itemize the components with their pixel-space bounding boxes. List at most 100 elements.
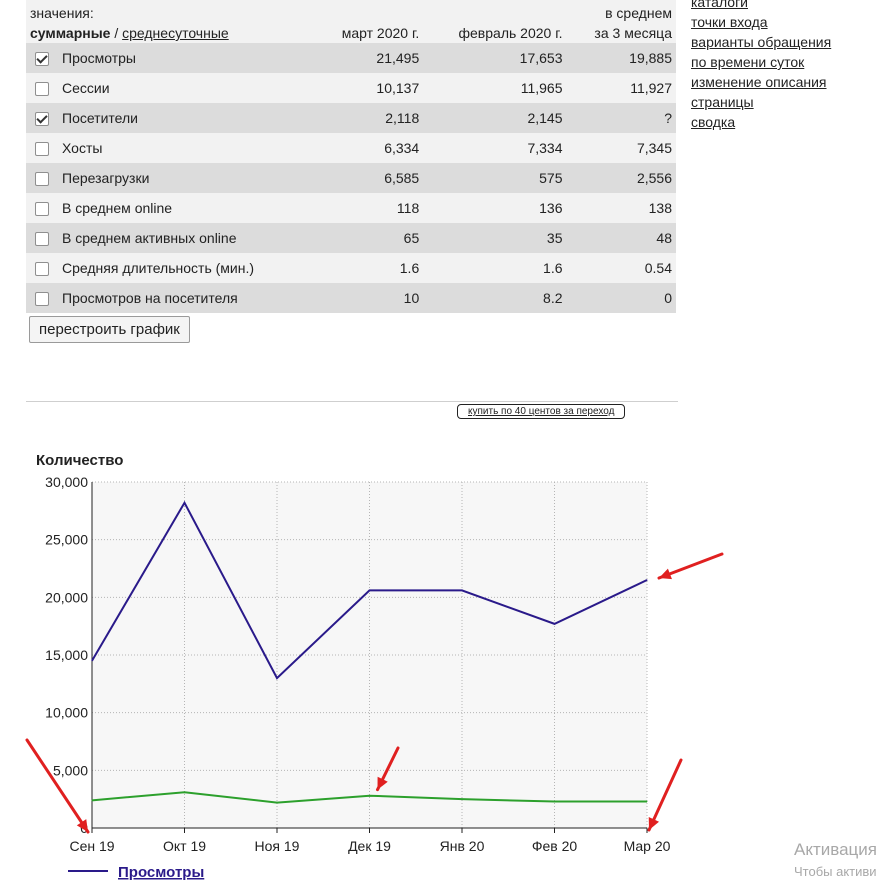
- table-row: Хосты 6,334 7,334 7,345: [26, 133, 676, 163]
- value-february: 7,334: [423, 133, 567, 163]
- arrow-march-axis: [647, 758, 683, 832]
- table-row: Посетители 2,118 2,145?: [26, 103, 676, 133]
- value-average: 2,556: [566, 163, 676, 193]
- side-link-request-variants[interactable]: варианты обращения: [691, 34, 832, 50]
- values-mode-header: значения: суммарные / среднесуточные: [26, 0, 314, 43]
- value-average: 19,885: [566, 43, 676, 73]
- data-point: [276, 677, 278, 679]
- mode-separator: /: [110, 25, 123, 41]
- views-chart: 30,00025,00020,00015,00010,0005,0000Сен …: [25, 452, 724, 881]
- value-february: 35: [423, 223, 567, 253]
- arrow-march-axis-head: [648, 817, 660, 830]
- value-february: 575: [423, 163, 567, 193]
- stats-header-row: значения: суммарные / среднесуточные мар…: [26, 0, 676, 43]
- x-tick-label: Ноя 19: [255, 838, 300, 854]
- value-average: ?: [566, 103, 676, 133]
- side-links: каталоги точки входа варианты обращения …: [691, 0, 831, 132]
- data-point: [369, 589, 370, 591]
- metric-label: В среднем активных online: [58, 223, 314, 253]
- metric-checkbox[interactable]: [35, 232, 49, 247]
- y-tick-label: 15,000: [45, 647, 88, 663]
- side-link-pages[interactable]: страницы: [691, 94, 754, 110]
- metric-label: Средняя длительность (мин.): [58, 253, 314, 283]
- table-row: Перезагрузки 6,585 575 2,556: [26, 163, 676, 193]
- arrow-september-axis-head: [76, 819, 88, 832]
- x-tick-label: Янв 20: [440, 838, 485, 854]
- metric-label: Перезагрузки: [58, 163, 314, 193]
- side-link-entry-points[interactable]: точки входа: [691, 14, 768, 30]
- value-february: 1.6: [423, 253, 567, 283]
- value-march: 2,118: [313, 103, 424, 133]
- data-point: [646, 800, 648, 802]
- chart-title: Количество: [36, 452, 123, 469]
- side-link-summary[interactable]: сводка: [691, 114, 736, 130]
- x-tick-label: Фев 20: [532, 838, 578, 854]
- col-header-average-line2: за 3 месяца: [594, 25, 672, 41]
- y-tick-label: 20,000: [45, 589, 88, 605]
- metric-checkbox[interactable]: [35, 142, 49, 157]
- metric-label: Просмотров на посетителя: [58, 283, 314, 313]
- data-point: [554, 623, 555, 625]
- activation-watermark: Активация Чтобы активи: [794, 840, 877, 879]
- value-march: 65: [313, 223, 424, 253]
- value-february: 8.2: [423, 283, 567, 313]
- value-average: 48: [566, 223, 676, 253]
- value-average: 138: [566, 193, 676, 223]
- data-point: [554, 800, 555, 802]
- value-average: 7,345: [566, 133, 676, 163]
- x-tick-label: Мар 20: [624, 838, 671, 854]
- value-march: 10: [313, 283, 424, 313]
- mode-total: суммарные: [30, 25, 111, 41]
- col-header-february: февраль 2020 г.: [423, 0, 567, 43]
- metric-checkbox[interactable]: [35, 262, 49, 277]
- value-march: 6,334: [313, 133, 424, 163]
- mode-daily-link[interactable]: среднесуточные: [122, 25, 229, 41]
- data-point: [369, 795, 370, 797]
- rebuild-chart-button[interactable]: перестроить график: [29, 316, 190, 343]
- watermark-line2: Чтобы активи: [794, 864, 877, 879]
- arrow-march-views-head: [659, 568, 672, 580]
- value-february: 136: [423, 193, 567, 223]
- data-point: [461, 798, 463, 800]
- data-point: [91, 799, 93, 801]
- col-header-average: в среднем за 3 месяца: [566, 0, 676, 43]
- value-average: 0.54: [566, 253, 676, 283]
- metric-label: Сессии: [58, 73, 314, 103]
- metric-label: Просмотры: [58, 43, 314, 73]
- metric-label: Посетители: [58, 103, 314, 133]
- metric-checkbox[interactable]: [35, 292, 49, 307]
- y-tick-label: 10,000: [45, 705, 88, 721]
- section-divider: [26, 401, 678, 402]
- metric-checkbox[interactable]: [35, 202, 49, 217]
- metric-checkbox[interactable]: [35, 52, 49, 67]
- table-row: Сессии 10,137 11,965 11,927: [26, 73, 676, 103]
- y-tick-label: 5,000: [53, 762, 88, 778]
- data-point: [461, 589, 463, 591]
- stats-table: значения: суммарные / среднесуточные мар…: [26, 0, 676, 313]
- table-row: Просмотры 21,495 17,653 19,885: [26, 43, 676, 73]
- y-tick-label: 30,000: [45, 474, 88, 490]
- y-tick-label: 25,000: [45, 532, 88, 548]
- value-march: 1.6: [313, 253, 424, 283]
- metric-checkbox[interactable]: [35, 112, 49, 127]
- buy-clicks-link[interactable]: купить по 40 центов за переход: [457, 404, 626, 419]
- side-link-time-of-day[interactable]: по времени суток: [691, 54, 805, 70]
- data-point: [184, 502, 185, 504]
- metric-checkbox[interactable]: [35, 172, 49, 187]
- value-march: 10,137: [313, 73, 424, 103]
- metric-checkbox[interactable]: [35, 82, 49, 97]
- value-average: 11,927: [566, 73, 676, 103]
- value-february: 17,653: [423, 43, 567, 73]
- value-february: 11,965: [423, 73, 567, 103]
- table-row: Просмотров на посетителя 10 8.2 0: [26, 283, 676, 313]
- data-point: [276, 802, 278, 804]
- side-link-edit-description[interactable]: изменение описания: [691, 74, 827, 90]
- side-link-catalogs[interactable]: каталоги: [691, 0, 748, 10]
- col-header-average-line1: в среднем: [605, 5, 672, 21]
- legend-label: Просмотры: [118, 864, 204, 881]
- metric-label: В среднем online: [58, 193, 314, 223]
- values-label: значения:: [30, 5, 94, 21]
- arrow-september-axis: [25, 738, 90, 834]
- x-tick-label: Сен 19: [69, 838, 114, 854]
- data-point: [184, 791, 185, 793]
